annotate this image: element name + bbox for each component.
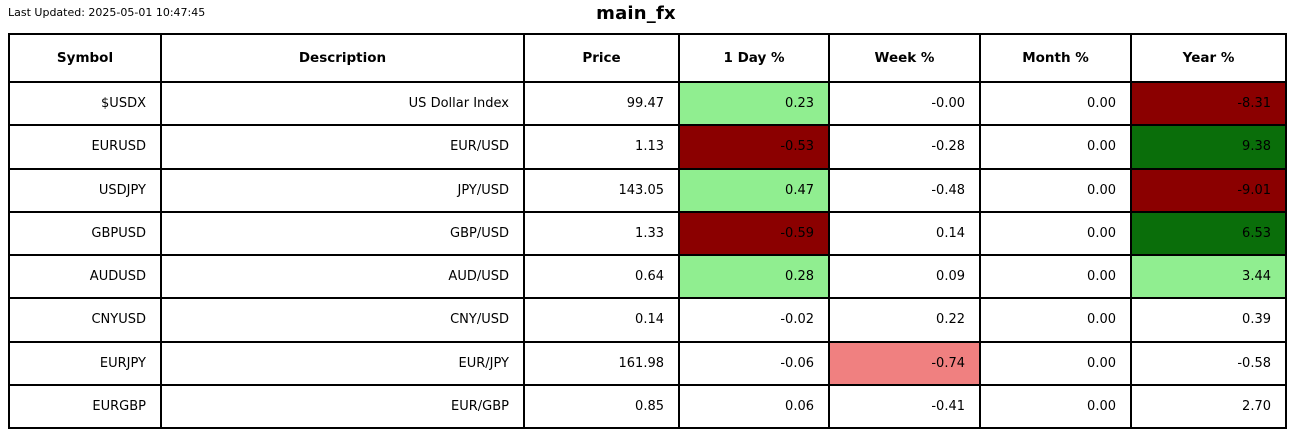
cell-description: JPY/USD [160,167,525,213]
cell-year-pct: 6.53 [1130,210,1287,257]
cell-week-pct: -0.48 [828,167,981,213]
cell-price: 0.14 [523,297,680,343]
column-header-symbol: Symbol [8,33,162,83]
cell-week-pct: 0.14 [828,210,981,257]
cell-description: GBP/USD [160,210,525,257]
cell-year-pct: -0.58 [1130,340,1287,386]
table-row: EURJPY EUR/JPY 161.98 -0.06 -0.74 0.00 -… [8,340,1287,386]
cell-price: 143.05 [523,167,680,213]
cell-symbol: EURUSD [8,124,162,170]
cell-1day-pct: -0.59 [678,210,830,257]
cell-month-pct: 0.00 [979,297,1132,343]
cell-month-pct: 0.00 [979,167,1132,213]
cell-month-pct: 0.00 [979,124,1132,170]
cell-1day-pct: 0.28 [678,253,830,300]
cell-week-pct: -0.28 [828,124,981,170]
cell-symbol: USDJPY [8,167,162,213]
cell-1day-pct: 0.06 [678,383,830,430]
cell-symbol: GBPUSD [8,210,162,257]
cell-1day-pct: -0.06 [678,340,830,386]
column-header-description: Description [160,33,525,83]
table-row: GBPUSD GBP/USD 1.33 -0.59 0.14 0.00 6.53 [8,210,1287,257]
cell-week-pct: -0.74 [828,340,981,386]
cell-week-pct: 0.22 [828,297,981,343]
cell-week-pct: -0.41 [828,383,981,430]
cell-year-pct: 3.44 [1130,253,1287,300]
table-row: USDJPY JPY/USD 143.05 0.47 -0.48 0.00 -9… [8,167,1287,213]
fx-rates-table: Symbol Description Price 1 Day % Week % … [8,33,1287,430]
cell-price: 99.47 [523,80,680,127]
cell-1day-pct: 0.23 [678,80,830,127]
cell-symbol: EURJPY [8,340,162,386]
cell-symbol: EURGBP [8,383,162,430]
table-row: EURGBP EUR/GBP 0.85 0.06 -0.41 0.00 2.70 [8,383,1287,430]
cell-description: AUD/USD [160,253,525,300]
cell-year-pct: -8.31 [1130,80,1287,127]
cell-month-pct: 0.00 [979,383,1132,430]
cell-year-pct: -9.01 [1130,167,1287,213]
cell-week-pct: -0.00 [828,80,981,127]
cell-1day-pct: -0.02 [678,297,830,343]
table-row: EURUSD EUR/USD 1.13 -0.53 -0.28 0.00 9.3… [8,124,1287,170]
page-title: main_fx [596,3,676,24]
cell-symbol: CNYUSD [8,297,162,343]
cell-symbol: AUDUSD [8,253,162,300]
cell-1day-pct: 0.47 [678,167,830,213]
column-header-week: Week % [828,33,981,83]
column-header-month: Month % [979,33,1132,83]
column-header-price: Price [523,33,680,83]
column-header-1day: 1 Day % [678,33,830,83]
table-row: $USDX US Dollar Index 99.47 0.23 -0.00 0… [8,80,1287,127]
last-updated-timestamp: Last Updated: 2025-05-01 10:47:45 [8,6,206,19]
cell-price: 1.13 [523,124,680,170]
cell-description: US Dollar Index [160,80,525,127]
table-header-row: Symbol Description Price 1 Day % Week % … [8,33,1287,83]
cell-description: EUR/USD [160,124,525,170]
cell-week-pct: 0.09 [828,253,981,300]
cell-description: EUR/GBP [160,383,525,430]
table-row: CNYUSD CNY/USD 0.14 -0.02 0.22 0.00 0.39 [8,297,1287,343]
table-row: AUDUSD AUD/USD 0.64 0.28 0.09 0.00 3.44 [8,253,1287,300]
cell-year-pct: 0.39 [1130,297,1287,343]
cell-year-pct: 2.70 [1130,383,1287,430]
cell-month-pct: 0.00 [979,210,1132,257]
cell-1day-pct: -0.53 [678,124,830,170]
cell-month-pct: 0.00 [979,80,1132,127]
cell-month-pct: 0.00 [979,340,1132,386]
cell-symbol: $USDX [8,80,162,127]
cell-month-pct: 0.00 [979,253,1132,300]
cell-description: EUR/JPY [160,340,525,386]
column-header-year: Year % [1130,33,1287,83]
cell-price: 0.85 [523,383,680,430]
cell-description: CNY/USD [160,297,525,343]
cell-price: 161.98 [523,340,680,386]
cell-price: 1.33 [523,210,680,257]
cell-year-pct: 9.38 [1130,124,1287,170]
cell-price: 0.64 [523,253,680,300]
